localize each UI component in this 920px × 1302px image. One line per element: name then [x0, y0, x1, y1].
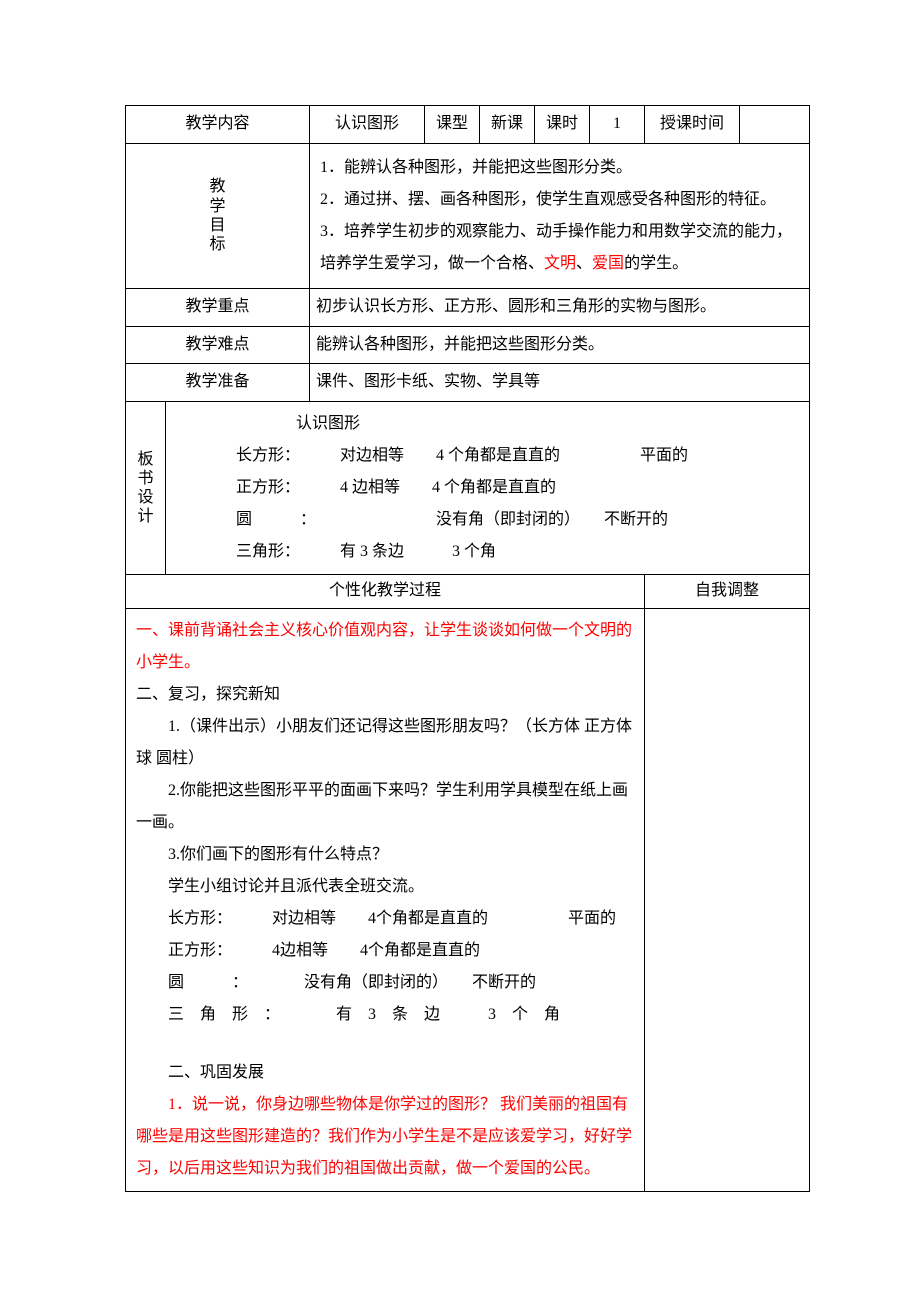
- process-p5: 3.你们画下的图形有什么特点？: [136, 839, 634, 871]
- prep-row: 教学准备 课件、图形卡纸、实物、学具等: [126, 364, 810, 402]
- process-p8: 正方形： 4边相等 4个角都是直直的: [136, 935, 634, 967]
- difficulty-label: 教学难点: [126, 326, 310, 364]
- content-value: 认识图形: [310, 106, 425, 144]
- spacer: [136, 1031, 634, 1057]
- goal-3: 3．培养学生初步的观察能力、动手操作能力和用数学交流的能力，培养学生爱学习，做一…: [320, 216, 799, 280]
- process-p12: 1．说一说，你身边哪些物体是你学过的图形？ 我们美丽的祖国有哪些是用这些图形建造…: [136, 1089, 634, 1185]
- lesson-plan-table: 教学内容 认识图形 课型 新课 课时 1 授课时间 教学目标 1．能辨认各种图形…: [125, 105, 810, 1192]
- board-content: 认识图形 长方形： 对边相等 4 个角都是直直的 平面的 正方形： 4 边相等 …: [166, 402, 810, 575]
- process-p3: 1.（课件出示）小朋友们还记得这些图形朋友吗？（长方体 正方体 球 圆柱）: [136, 711, 634, 775]
- board-line-2: 正方形： 4 边相等 4 个角都是直直的: [176, 472, 799, 504]
- goals-content: 1．能辨认各种图形，并能把这些图形分类。 2．通过拼、摆、画各种图形，使学生直观…: [310, 143, 810, 288]
- board-line-1: 长方形： 对边相等 4 个角都是直直的 平面的: [176, 440, 799, 472]
- process-p11: 二、巩固发展: [136, 1057, 634, 1089]
- difficulty-value: 能辨认各种图形，并能把这些图形分类。: [310, 326, 810, 364]
- process-p6: 学生小组讨论并且派代表全班交流。: [136, 871, 634, 903]
- board-label: 板书设计: [126, 402, 166, 575]
- goals-label: 教学目标: [126, 143, 310, 288]
- header-row: 教学内容 认识图形 课型 新课 课时 1 授课时间: [126, 106, 810, 144]
- process-header-row: 个性化教学过程 自我调整: [126, 575, 810, 609]
- process-body-row: 一、课前背诵社会主义核心价值观内容，让学生谈谈如何做一个文明的小学生。 二、复习…: [126, 608, 810, 1191]
- goals-row: 教学目标 1．能辨认各种图形，并能把这些图形分类。 2．通过拼、摆、画各种图形，…: [126, 143, 810, 288]
- process-p4: 2.你能把这些图形平平的面画下来吗？学生利用学具模型在纸上画一画。: [136, 775, 634, 839]
- process-content: 一、课前背诵社会主义核心价值观内容，让学生谈谈如何做一个文明的小学生。 二、复习…: [126, 608, 645, 1191]
- self-adjust-cell: [645, 608, 810, 1191]
- process-right-header: 自我调整: [645, 575, 810, 609]
- board-line-3: 圆 ： 没有角（即封闭的） 不断开的: [176, 504, 799, 536]
- process-left-header: 个性化教学过程: [126, 575, 645, 609]
- type-value: 新课: [480, 106, 535, 144]
- period-label: 课时: [535, 106, 590, 144]
- board-title: 认识图形: [176, 408, 799, 440]
- board-line-4: 三角形： 有 3 条边 3 个角: [176, 536, 799, 568]
- prep-value: 课件、图形卡纸、实物、学具等: [310, 364, 810, 402]
- content-label: 教学内容: [126, 106, 310, 144]
- time-label: 授课时间: [645, 106, 740, 144]
- type-label: 课型: [425, 106, 480, 144]
- process-p10: 三 角 形 ： 有 3 条 边 3 个 角: [136, 999, 634, 1031]
- focus-row: 教学重点 初步认识长方形、正方形、圆形和三角形的实物与图形。: [126, 288, 810, 326]
- process-p1: 一、课前背诵社会主义核心价值观内容，让学生谈谈如何做一个文明的小学生。: [136, 615, 634, 679]
- period-value: 1: [590, 106, 645, 144]
- process-p9: 圆 ： 没有角（即封闭的） 不断开的: [136, 967, 634, 999]
- focus-value: 初步认识长方形、正方形、圆形和三角形的实物与图形。: [310, 288, 810, 326]
- goal-1: 1．能辨认各种图形，并能把这些图形分类。: [320, 152, 799, 184]
- board-row: 板书设计 认识图形 长方形： 对边相等 4 个角都是直直的 平面的 正方形： 4…: [126, 402, 810, 575]
- process-p7: 长方形： 对边相等 4个角都是直直的 平面的: [136, 903, 634, 935]
- process-p2: 二、复习，探究新知: [136, 679, 634, 711]
- time-value: [740, 106, 810, 144]
- difficulty-row: 教学难点 能辨认各种图形，并能把这些图形分类。: [126, 326, 810, 364]
- prep-label: 教学准备: [126, 364, 310, 402]
- focus-label: 教学重点: [126, 288, 310, 326]
- goal-2: 2．通过拼、摆、画各种图形，使学生直观感受各种图形的特征。: [320, 184, 799, 216]
